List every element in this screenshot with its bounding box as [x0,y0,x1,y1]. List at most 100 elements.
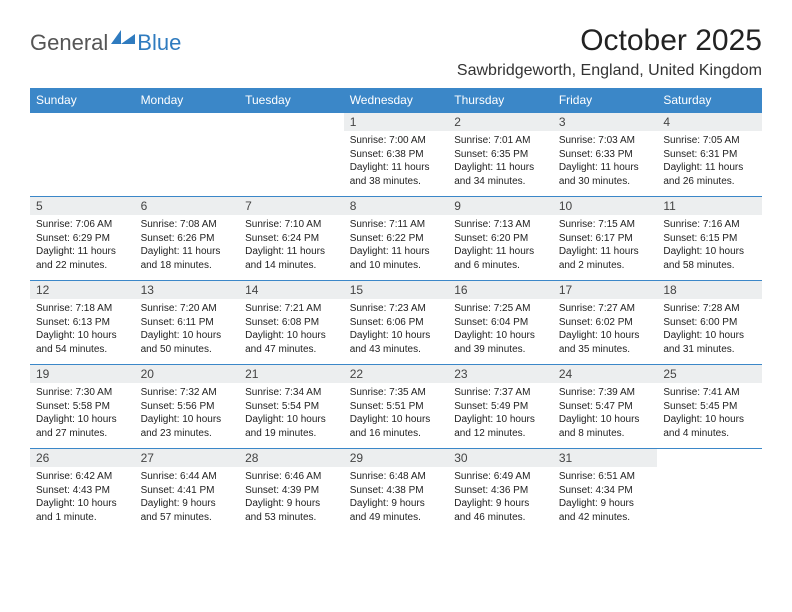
day-detail-line: Sunset: 4:34 PM [559,484,652,498]
day-details: Sunrise: 7:25 AMSunset: 6:04 PMDaylight:… [448,299,553,360]
day-detail-line: Sunrise: 7:03 AM [559,134,652,148]
day-detail-line: Sunset: 5:56 PM [141,400,234,414]
day-detail-line: Sunrise: 7:05 AM [663,134,756,148]
day-details: Sunrise: 6:46 AMSunset: 4:39 PMDaylight:… [239,467,344,528]
day-detail-line: Sunrise: 6:44 AM [141,470,234,484]
calendar-cell: 18Sunrise: 7:28 AMSunset: 6:00 PMDayligh… [657,281,762,365]
logo-triangle-icon [121,34,135,44]
day-number: 5 [30,197,135,215]
day-details: Sunrise: 6:48 AMSunset: 4:38 PMDaylight:… [344,467,449,528]
calendar-cell: 4Sunrise: 7:05 AMSunset: 6:31 PMDaylight… [657,113,762,197]
day-detail-line: Sunset: 4:43 PM [36,484,129,498]
calendar-cell: 24Sunrise: 7:39 AMSunset: 5:47 PMDayligh… [553,365,658,449]
day-number: 26 [30,449,135,467]
day-number: 23 [448,365,553,383]
day-detail-line: Sunset: 5:45 PM [663,400,756,414]
day-detail-line: Sunset: 6:00 PM [663,316,756,330]
day-number: 22 [344,365,449,383]
day-detail-line: Daylight: 10 hours and 27 minutes. [36,413,129,440]
day-detail-line: Daylight: 10 hours and 12 minutes. [454,413,547,440]
location-subtitle: Sawbridgeworth, England, United Kingdom [457,62,762,80]
day-detail-line: Sunrise: 7:01 AM [454,134,547,148]
day-detail-line: Sunrise: 6:51 AM [559,470,652,484]
calendar-week-row: 12Sunrise: 7:18 AMSunset: 6:13 PMDayligh… [30,281,762,365]
column-header: Monday [135,88,240,113]
logo-triangle-icon [111,30,121,44]
day-detail-line: Sunrise: 7:11 AM [350,218,443,232]
day-detail-line: Sunrise: 6:46 AM [245,470,338,484]
day-number: 31 [553,449,658,467]
calendar-cell: 14Sunrise: 7:21 AMSunset: 6:08 PMDayligh… [239,281,344,365]
title-block: October 2025 Sawbridgeworth, England, Un… [457,24,762,80]
calendar-cell: 6Sunrise: 7:08 AMSunset: 6:26 PMDaylight… [135,197,240,281]
day-detail-line: Daylight: 11 hours and 34 minutes. [454,161,547,188]
day-detail-line: Sunrise: 7:06 AM [36,218,129,232]
column-header: Wednesday [344,88,449,113]
day-detail-line: Sunset: 6:24 PM [245,232,338,246]
day-details: Sunrise: 7:00 AMSunset: 6:38 PMDaylight:… [344,131,449,192]
calendar-cell: 13Sunrise: 7:20 AMSunset: 6:11 PMDayligh… [135,281,240,365]
day-number: 14 [239,281,344,299]
day-detail-line: Sunset: 4:38 PM [350,484,443,498]
day-detail-line: Daylight: 11 hours and 2 minutes. [559,245,652,272]
day-detail-line: Sunrise: 7:30 AM [36,386,129,400]
day-detail-line: Sunrise: 7:35 AM [350,386,443,400]
calendar-cell: 7Sunrise: 7:10 AMSunset: 6:24 PMDaylight… [239,197,344,281]
day-number: 7 [239,197,344,215]
day-detail-line: Sunrise: 7:13 AM [454,218,547,232]
calendar-cell: 26Sunrise: 6:42 AMSunset: 4:43 PMDayligh… [30,449,135,533]
day-detail-line: Daylight: 10 hours and 16 minutes. [350,413,443,440]
day-detail-line: Sunset: 6:26 PM [141,232,234,246]
day-number: 6 [135,197,240,215]
calendar-cell: 21Sunrise: 7:34 AMSunset: 5:54 PMDayligh… [239,365,344,449]
calendar-table: SundayMondayTuesdayWednesdayThursdayFrid… [30,88,762,533]
day-detail-line: Daylight: 9 hours and 53 minutes. [245,497,338,524]
day-detail-line: Daylight: 10 hours and 50 minutes. [141,329,234,356]
day-details: Sunrise: 7:05 AMSunset: 6:31 PMDaylight:… [657,131,762,192]
day-detail-line: Sunset: 5:49 PM [454,400,547,414]
day-detail-line: Sunrise: 7:25 AM [454,302,547,316]
day-detail-line: Sunset: 6:04 PM [454,316,547,330]
calendar-body: 1Sunrise: 7:00 AMSunset: 6:38 PMDaylight… [30,113,762,533]
day-details: Sunrise: 7:06 AMSunset: 6:29 PMDaylight:… [30,215,135,276]
month-title: October 2025 [457,24,762,58]
calendar-header-row: SundayMondayTuesdayWednesdayThursdayFrid… [30,88,762,113]
day-detail-line: Sunrise: 7:21 AM [245,302,338,316]
day-detail-line: Sunset: 6:22 PM [350,232,443,246]
calendar-cell: 28Sunrise: 6:46 AMSunset: 4:39 PMDayligh… [239,449,344,533]
day-detail-line: Sunset: 6:11 PM [141,316,234,330]
calendar-week-row: 5Sunrise: 7:06 AMSunset: 6:29 PMDaylight… [30,197,762,281]
day-details: Sunrise: 7:39 AMSunset: 5:47 PMDaylight:… [553,383,658,444]
day-detail-line: Sunrise: 6:49 AM [454,470,547,484]
day-detail-line: Sunset: 5:47 PM [559,400,652,414]
day-detail-line: Sunset: 6:06 PM [350,316,443,330]
day-detail-line: Sunset: 6:13 PM [36,316,129,330]
day-detail-line: Daylight: 10 hours and 43 minutes. [350,329,443,356]
calendar-week-row: 26Sunrise: 6:42 AMSunset: 4:43 PMDayligh… [30,449,762,533]
calendar-cell: 20Sunrise: 7:32 AMSunset: 5:56 PMDayligh… [135,365,240,449]
calendar-week-row: 19Sunrise: 7:30 AMSunset: 5:58 PMDayligh… [30,365,762,449]
day-detail-line: Sunrise: 7:28 AM [663,302,756,316]
calendar-cell: 16Sunrise: 7:25 AMSunset: 6:04 PMDayligh… [448,281,553,365]
day-detail-line: Daylight: 9 hours and 57 minutes. [141,497,234,524]
day-details: Sunrise: 7:41 AMSunset: 5:45 PMDaylight:… [657,383,762,444]
day-detail-line: Sunset: 6:35 PM [454,148,547,162]
day-details: Sunrise: 7:34 AMSunset: 5:54 PMDaylight:… [239,383,344,444]
day-detail-line: Sunset: 4:39 PM [245,484,338,498]
day-details: Sunrise: 7:15 AMSunset: 6:17 PMDaylight:… [553,215,658,276]
day-detail-line: Daylight: 11 hours and 10 minutes. [350,245,443,272]
day-detail-line: Daylight: 10 hours and 8 minutes. [559,413,652,440]
day-details: Sunrise: 7:08 AMSunset: 6:26 PMDaylight:… [135,215,240,276]
day-number: 28 [239,449,344,467]
column-header: Thursday [448,88,553,113]
calendar-cell: 5Sunrise: 7:06 AMSunset: 6:29 PMDaylight… [30,197,135,281]
day-number: 20 [135,365,240,383]
day-detail-line: Daylight: 11 hours and 30 minutes. [559,161,652,188]
logo-text-blue: Blue [137,30,181,56]
calendar-cell [30,113,135,197]
day-detail-line: Sunrise: 7:34 AM [245,386,338,400]
day-number: 11 [657,197,762,215]
day-details: Sunrise: 7:32 AMSunset: 5:56 PMDaylight:… [135,383,240,444]
day-detail-line: Sunrise: 7:18 AM [36,302,129,316]
day-number: 25 [657,365,762,383]
